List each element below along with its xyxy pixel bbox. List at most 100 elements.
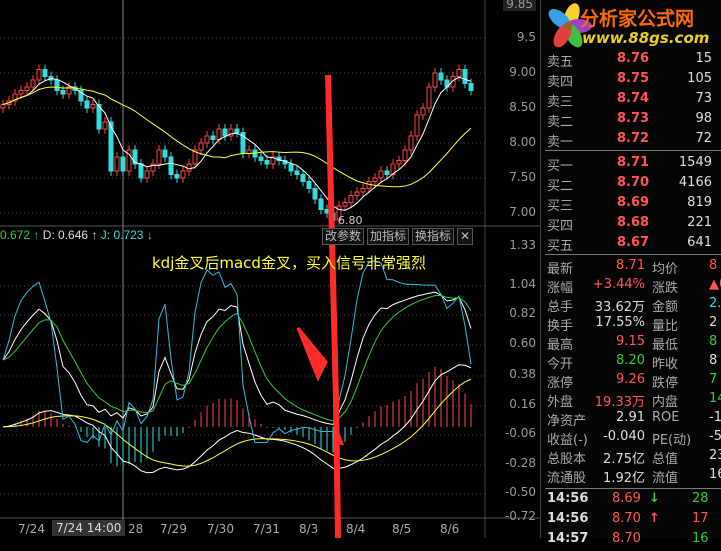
cell: 买一 (547, 159, 574, 174)
candle (120, 152, 126, 176)
cell: 卖四 (547, 75, 574, 90)
candle (360, 183, 366, 197)
flower-logo-icon (548, 3, 592, 48)
cell: 买四 (547, 219, 574, 234)
arrow-head-icon (336, 425, 344, 445)
buy-level: 买五 8.67 641 (547, 235, 721, 255)
candle (30, 75, 36, 92)
candle (24, 82, 30, 96)
ticks-divider (545, 488, 721, 489)
cell: 昨收 (652, 357, 679, 372)
cell: 8.70 (617, 175, 650, 190)
j-arrow-icon: ↓ (146, 228, 153, 242)
candle (306, 176, 312, 194)
candle (210, 131, 216, 145)
x-axis-label: 8/3 (299, 522, 319, 536)
cell: 8.67 (617, 235, 650, 250)
sell-level: 卖一 8.72 72 (547, 131, 721, 151)
cell: 98 (695, 111, 712, 126)
cell: 9.26 (616, 372, 645, 387)
k-value: 0.672 (0, 228, 31, 242)
candle (462, 64, 468, 89)
tick-row: 14:56 8.70 ↑ 17 (547, 511, 721, 531)
cell: 内盘 (652, 395, 679, 410)
candle (168, 152, 174, 180)
buy-level: 买四 8.68 221 (547, 215, 721, 235)
add-indicator-button[interactable]: 加指标 (367, 228, 410, 245)
cell: 8.71 (616, 258, 645, 273)
cell: 19.33万 (594, 395, 645, 410)
cell: 总股本 (547, 452, 587, 467)
cell: 总手 (547, 300, 574, 315)
cell: 819 (687, 195, 712, 210)
logo-title: 分析家公式网 (580, 8, 695, 30)
cell: 14:56 (547, 491, 589, 506)
cell: 33.62万 (594, 300, 645, 315)
candle (222, 124, 228, 141)
cell: 涨跌 (652, 281, 679, 296)
buy-level: 买一 8.71 1549 (547, 155, 721, 175)
candle (258, 152, 264, 166)
cell: 8.68 (617, 215, 650, 230)
candle (144, 166, 150, 183)
x-axis-label: 7/24 (18, 522, 45, 536)
candle (180, 166, 186, 183)
candle (348, 190, 354, 208)
cell: 14.2 (709, 391, 721, 406)
cell: 量比 (652, 319, 679, 334)
k-arrow-icon: ↑ (33, 228, 40, 242)
candle (372, 173, 378, 187)
cell: 外盘 (547, 395, 574, 410)
cell: 换手 (547, 319, 574, 334)
cell: 买五 (547, 239, 574, 254)
candle (390, 159, 396, 180)
candle (126, 145, 132, 176)
d-value: D: 0.646 (42, 228, 89, 242)
cell: 2.9 (709, 296, 721, 311)
cell: 8.75 (617, 71, 650, 86)
cell: 8.70 (612, 511, 641, 526)
candle (186, 159, 192, 176)
x-axis-label: 7/31 (253, 522, 280, 536)
candle (450, 71, 456, 92)
candle (402, 145, 408, 166)
kline-chart[interactable] (0, 0, 540, 538)
quote-row: 今开 8.20 昨收 8 (547, 353, 721, 373)
candle (150, 159, 156, 176)
cell: 8 (709, 353, 718, 368)
quote-row: 最高 9.15 最低 8 (547, 334, 721, 354)
date-tooltip: 7/24 14:00 (52, 520, 126, 536)
x-axis-label: 8/6 (440, 522, 460, 536)
cell: 8 (709, 258, 718, 273)
cell: -1.3 (709, 410, 721, 425)
candle (384, 166, 390, 180)
cell: 7 (709, 372, 718, 387)
quote-row: 涨幅 +3.44% 涨跌 ▲0 (547, 277, 721, 297)
d-arrow-icon: ↑ (91, 228, 98, 242)
quote-row: 净资产 2.91 ROE -1.3 (547, 410, 721, 430)
switch-indicator-button[interactable]: 换指标 (412, 228, 455, 245)
close-indicator-button[interactable]: ✕ (457, 228, 474, 245)
cell: 9.15 (616, 334, 645, 349)
cell: 卖三 (547, 95, 574, 110)
price-axis-label: 9.5 (516, 30, 536, 44)
indicator-axis-label: -0.50 (504, 485, 536, 499)
price-axis-label: 8.00 (509, 135, 536, 149)
cell: 金额 (652, 300, 679, 315)
cell: 买三 (547, 199, 574, 214)
candle (264, 155, 270, 169)
indicator-axis-label: 0.16 (509, 397, 536, 411)
candle (132, 145, 138, 169)
indicator-axis-label: -0.72 (504, 509, 536, 523)
candle (138, 159, 144, 183)
cell: 最低 (652, 338, 679, 353)
candle (96, 99, 102, 134)
quote-panel: 卖五 8.76 15 卖四 8.75 105 卖三 8.74 73 卖二 8.73 98 卖一 8.72 7… (540, 0, 721, 546)
cell: 72 (695, 131, 712, 146)
sell-level: 卖二 8.73 98 (547, 111, 721, 131)
cell: 8.69 (612, 491, 641, 506)
candle (396, 155, 402, 169)
candle (336, 201, 342, 225)
cell: ROE (652, 410, 680, 425)
edit-params-button[interactable]: 改参数 (322, 228, 365, 245)
